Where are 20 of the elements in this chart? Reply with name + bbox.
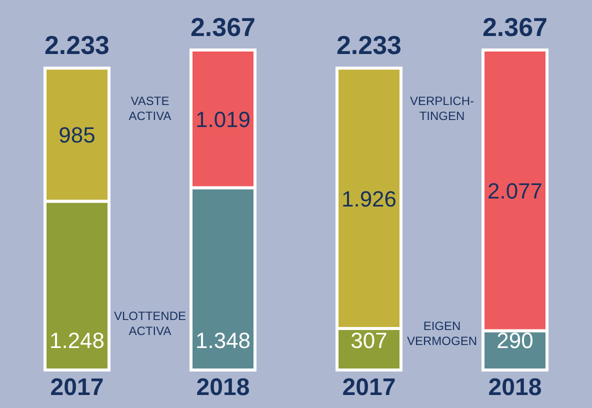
x-tick-label: 2017: [50, 374, 104, 402]
annotation: EIGEN VERMOGEN: [406, 319, 478, 348]
data-label: 1.019: [195, 106, 251, 132]
data-label: 1.248: [49, 328, 105, 353]
annotation: VLOTTENDE ACTIVA: [114, 309, 186, 338]
total-label: 2.367: [190, 12, 256, 42]
data-label: 290: [496, 328, 534, 353]
data-label: 2.077: [487, 178, 543, 204]
data-label: 985: [58, 122, 96, 148]
data-label: 307: [350, 328, 388, 353]
total-label: 2.367: [482, 12, 548, 42]
x-tick-label: 2018: [196, 374, 250, 402]
total-label: 2.233: [44, 30, 110, 60]
x-tick-label: 2017: [342, 374, 396, 402]
data-label: 1.348: [195, 328, 251, 353]
total-label: 2.233: [336, 30, 402, 60]
x-tick-label: 2018: [488, 374, 542, 402]
annotation: VERPLICH-TINGEN: [410, 94, 474, 123]
data-label: 1.926: [341, 186, 397, 212]
annotation: VASTE ACTIVA: [128, 94, 172, 123]
